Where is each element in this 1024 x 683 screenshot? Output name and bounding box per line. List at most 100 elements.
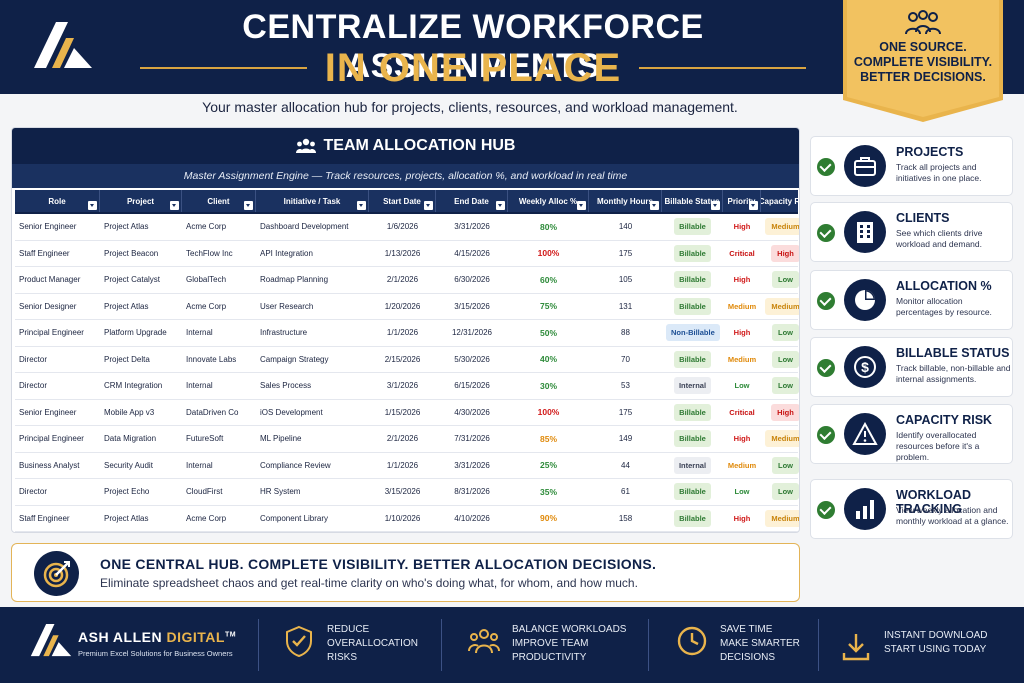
cell-task: HR System [260,487,301,497]
column-header-label: Billable Status [664,196,720,206]
table-row[interactable]: Director CRM Integration Internal Sales Pro… [15,373,799,400]
feature-description: Monitor allocation percentages by resour… [896,296,992,317]
footer-divider [818,619,819,671]
cell-monthly-hours: 105 [618,275,633,285]
footer-item-line: IMPROVE TEAM [512,638,589,649]
table-row[interactable]: Senior Engineer Mobile App v3 DataDriven C… [15,400,799,426]
feature-card-clients: CLIENTS See which clients drive workload … [810,202,1013,262]
filter-dropdown-icon[interactable] [170,201,179,210]
cell-billable-status: Billable [662,483,723,501]
risk-badge: Low [772,324,799,342]
cell-start-date: 2/15/2026 [384,354,421,364]
column-header[interactable]: Role [15,190,100,212]
filter-dropdown-icon[interactable] [650,201,659,210]
cell-role: Senior Designer [19,301,77,311]
footer-divider [258,619,259,671]
column-header[interactable]: Capacity Risk [761,190,799,212]
panel-header: TEAM ALLOCATION HUB [12,128,799,164]
cell-capacity-risk: High [761,403,799,421]
filter-dropdown-icon[interactable] [749,201,758,210]
table-row[interactable]: Senior Designer Project Atlas Acme Corp Use… [15,294,799,320]
column-header[interactable]: Start Date [369,190,436,212]
cell-weekly-alloc: 35% [539,486,557,497]
column-header[interactable]: Monthly Hours [589,190,662,212]
table-row[interactable]: Director Project Delta Innovate Labs Campai… [15,347,799,373]
cell-end-date: 6/30/2026 [454,275,490,285]
table-row[interactable]: Business Analyst Security Audit Internal Co… [15,453,799,479]
footer-item-line: INSTANT DOWNLOAD [884,630,988,641]
cell-billable-status: Internal [662,456,723,474]
cell-role: Director [19,354,48,364]
feature-description: View weekly allocation and monthly workl… [896,505,1009,526]
billable-badge: Billable [674,509,711,527]
filter-dropdown-icon[interactable] [711,201,720,210]
callout-title: ONE CENTRAL HUB. COMPLETE VISIBILITY. BE… [100,556,657,572]
cell-task: Infrastructure [260,328,308,338]
column-header-label: Weekly Alloc % [518,196,578,206]
column-header[interactable]: Initiative / Task [256,190,369,212]
table-row[interactable]: Principal Engineer Platform Upgrade Intern… [15,320,799,347]
table-row[interactable]: Product Manager Project Catalyst GlobalTec… [15,267,799,294]
cell-client: Internal [186,328,213,338]
cell-capacity-risk: Low [761,271,799,289]
table-row[interactable]: Director Project Echo CloudFirst HR System 3… [15,479,799,506]
filter-dropdown-icon[interactable] [798,201,799,210]
table-row[interactable]: Staff Engineer Project Atlas Acme Corp Comp… [15,506,799,532]
cell-client: DataDriven Co [186,407,239,417]
column-header-label: Initiative / Task [283,196,341,206]
column-header[interactable]: Billable Status [662,190,723,212]
filter-dropdown-icon[interactable] [496,201,505,210]
filter-dropdown-icon[interactable] [424,201,433,210]
column-header[interactable]: Weekly Alloc % [508,190,589,212]
footer-item-line: OVERALLOCATION [327,638,418,649]
table-row[interactable]: Senior Engineer Project Atlas Acme Corp Das… [15,214,799,241]
column-header[interactable]: Project [100,190,182,212]
cell-project: Project Atlas [104,222,149,232]
cell-project: Platform Upgrade [104,328,167,338]
cell-billable-status: Billable [662,350,723,368]
check-icon [817,292,835,310]
page-subtitle: Your master allocation hub for projects,… [202,99,738,115]
feature-title: CAPACITY RISK [896,413,993,427]
cell-role: Senior Engineer [19,222,77,232]
cell-billable-status: Internal [662,377,723,395]
cell-task: Sales Process [260,381,312,391]
brand-logo-icon [34,22,92,68]
cell-start-date: 1/6/2026 [386,222,419,232]
risk-badge: High [771,244,799,262]
cell-weekly-alloc: 80% [539,221,557,232]
cell-project: Data Migration [104,434,157,444]
cell-capacity-risk: Medium [761,430,799,448]
feature-card-billable-status: $ BILLABLE STATUS Track billable, non-bill… [810,337,1013,397]
feature-description: See which clients drive workload and dem… [896,228,983,249]
footer-logo-icon [30,624,72,657]
column-header-label: Capacity Risk [761,196,799,206]
table-row[interactable]: Principal Engineer Data Migration FutureSo… [15,426,799,453]
table-row[interactable]: Staff Engineer Project Beacon TechFlow Inc… [15,241,799,267]
cell-role: Director [19,381,48,391]
cell-client: Acme Corp [186,222,227,232]
footer-item-line: MAKE SMARTER [720,638,800,649]
cell-start-date: 3/15/2026 [384,487,421,497]
filter-dropdown-icon[interactable] [357,201,366,210]
cell-project: Project Echo [104,487,150,497]
column-header[interactable]: Priority [723,190,761,212]
cell-role: Staff Engineer [19,513,70,523]
filter-dropdown-icon[interactable] [244,201,253,210]
column-header-label: End Date [454,196,489,206]
column-header[interactable]: End Date [436,190,508,212]
check-icon [817,426,835,444]
cell-capacity-risk: Medium [761,218,799,236]
risk-badge: High [771,403,799,421]
cell-start-date: 1/10/2026 [384,513,421,523]
column-header[interactable]: Client [182,190,256,212]
cell-weekly-alloc: 30% [539,380,557,391]
cell-end-date: 5/30/2026 [454,354,490,364]
check-icon [817,501,835,519]
building-icon [844,211,886,253]
briefcase-icon [844,145,886,187]
filter-dropdown-icon[interactable] [88,201,97,210]
filter-dropdown-icon[interactable] [577,201,586,210]
footer-item-line: BALANCE WORKLOADS [512,624,627,635]
feature-title: BILLABLE STATUS [896,346,1010,360]
